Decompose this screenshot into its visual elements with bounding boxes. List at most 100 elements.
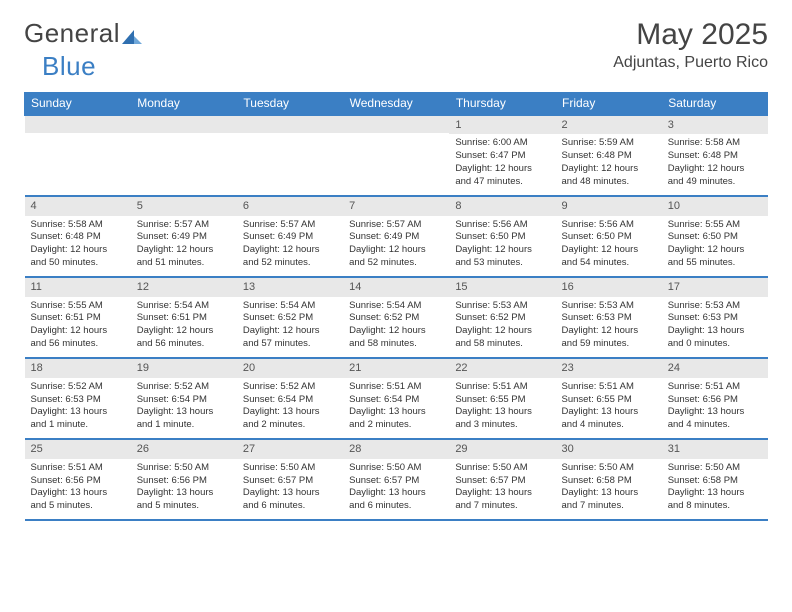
day-number: 24	[662, 359, 768, 378]
day-line: Sunset: 6:54 PM	[243, 394, 337, 407]
day-line: Sunset: 6:55 PM	[562, 394, 656, 407]
day-number: 15	[449, 278, 555, 297]
day-cell	[237, 115, 343, 196]
day-line: Daylight: 13 hours	[243, 487, 337, 500]
day-number: 29	[449, 440, 555, 459]
day-body: Sunrise: 5:53 AMSunset: 6:53 PMDaylight:…	[556, 297, 662, 357]
week-row: 25Sunrise: 5:51 AMSunset: 6:56 PMDayligh…	[25, 439, 769, 520]
day-body: Sunrise: 5:58 AMSunset: 6:48 PMDaylight:…	[25, 216, 131, 276]
day-line: Sunset: 6:58 PM	[562, 475, 656, 488]
day-number: 12	[131, 278, 237, 297]
day-cell: 19Sunrise: 5:52 AMSunset: 6:54 PMDayligh…	[131, 358, 237, 439]
day-body: Sunrise: 5:56 AMSunset: 6:50 PMDaylight:…	[449, 216, 555, 276]
day-line: and 54 minutes.	[562, 257, 656, 270]
day-cell: 11Sunrise: 5:55 AMSunset: 6:51 PMDayligh…	[25, 277, 131, 358]
day-line: Sunset: 6:52 PM	[243, 312, 337, 325]
logo: GeneralBlue	[24, 18, 143, 82]
day-line: Sunset: 6:52 PM	[455, 312, 549, 325]
day-number: 7	[343, 197, 449, 216]
day-body: Sunrise: 5:54 AMSunset: 6:51 PMDaylight:…	[131, 297, 237, 357]
day-line: and 7 minutes.	[562, 500, 656, 513]
day-number: 3	[662, 116, 768, 135]
day-line: Sunrise: 5:57 AM	[243, 219, 337, 232]
day-cell: 28Sunrise: 5:50 AMSunset: 6:57 PMDayligh…	[343, 439, 449, 520]
day-line: and 55 minutes.	[668, 257, 762, 270]
day-body: Sunrise: 5:51 AMSunset: 6:56 PMDaylight:…	[25, 459, 131, 519]
day-number: 11	[25, 278, 131, 297]
day-cell: 18Sunrise: 5:52 AMSunset: 6:53 PMDayligh…	[25, 358, 131, 439]
day-number: 23	[556, 359, 662, 378]
day-line: Sunrise: 5:58 AM	[31, 219, 125, 232]
day-line: Sunrise: 5:50 AM	[243, 462, 337, 475]
day-header: Monday	[131, 92, 237, 115]
day-line: Sunset: 6:51 PM	[31, 312, 125, 325]
week-row: 4Sunrise: 5:58 AMSunset: 6:48 PMDaylight…	[25, 196, 769, 277]
day-line: Sunset: 6:48 PM	[562, 150, 656, 163]
day-body: Sunrise: 5:53 AMSunset: 6:53 PMDaylight:…	[662, 297, 768, 357]
day-line: Sunset: 6:50 PM	[455, 231, 549, 244]
day-cell: 24Sunrise: 5:51 AMSunset: 6:56 PMDayligh…	[662, 358, 768, 439]
day-line: Sunset: 6:49 PM	[243, 231, 337, 244]
day-number: 4	[25, 197, 131, 216]
day-header-row: SundayMondayTuesdayWednesdayThursdayFrid…	[25, 92, 769, 115]
day-line: Daylight: 13 hours	[668, 487, 762, 500]
day-cell: 26Sunrise: 5:50 AMSunset: 6:56 PMDayligh…	[131, 439, 237, 520]
day-cell: 4Sunrise: 5:58 AMSunset: 6:48 PMDaylight…	[25, 196, 131, 277]
day-cell: 3Sunrise: 5:58 AMSunset: 6:48 PMDaylight…	[662, 115, 768, 196]
day-line: Sunset: 6:50 PM	[668, 231, 762, 244]
day-body: Sunrise: 5:50 AMSunset: 6:57 PMDaylight:…	[449, 459, 555, 519]
day-line: Sunrise: 5:58 AM	[668, 137, 762, 150]
day-cell: 21Sunrise: 5:51 AMSunset: 6:54 PMDayligh…	[343, 358, 449, 439]
day-body: Sunrise: 5:56 AMSunset: 6:50 PMDaylight:…	[556, 216, 662, 276]
day-body: Sunrise: 5:51 AMSunset: 6:54 PMDaylight:…	[343, 378, 449, 438]
day-line: and 51 minutes.	[137, 257, 231, 270]
day-line: and 6 minutes.	[349, 500, 443, 513]
day-line: and 8 minutes.	[668, 500, 762, 513]
calendar-table: SundayMondayTuesdayWednesdayThursdayFrid…	[24, 92, 768, 521]
day-body: Sunrise: 5:52 AMSunset: 6:53 PMDaylight:…	[25, 378, 131, 438]
day-line: Sunrise: 5:56 AM	[562, 219, 656, 232]
day-line: Sunrise: 5:50 AM	[562, 462, 656, 475]
location-label: Adjuntas, Puerto Rico	[613, 54, 768, 72]
day-line: and 5 minutes.	[31, 500, 125, 513]
day-cell: 20Sunrise: 5:52 AMSunset: 6:54 PMDayligh…	[237, 358, 343, 439]
day-line: and 5 minutes.	[137, 500, 231, 513]
day-line: and 56 minutes.	[137, 338, 231, 351]
day-line: Sunrise: 5:55 AM	[668, 219, 762, 232]
day-line: Sunset: 6:56 PM	[137, 475, 231, 488]
day-line: Sunset: 6:47 PM	[455, 150, 549, 163]
day-line: Daylight: 13 hours	[137, 406, 231, 419]
day-number: 26	[131, 440, 237, 459]
day-line: Daylight: 13 hours	[455, 487, 549, 500]
day-line: Daylight: 12 hours	[31, 244, 125, 257]
day-line: Sunset: 6:53 PM	[668, 312, 762, 325]
day-number: 1	[449, 116, 555, 135]
logo-text: GeneralBlue	[24, 18, 143, 82]
day-line: and 0 minutes.	[668, 338, 762, 351]
day-line: Sunrise: 5:51 AM	[349, 381, 443, 394]
logo-text-general: General	[24, 18, 120, 48]
day-line: Sunset: 6:54 PM	[137, 394, 231, 407]
day-line: Daylight: 13 hours	[562, 487, 656, 500]
day-line: and 1 minute.	[137, 419, 231, 432]
logo-sail-icon	[122, 20, 142, 51]
day-line: and 49 minutes.	[668, 176, 762, 189]
day-line: and 47 minutes.	[455, 176, 549, 189]
day-line: Sunrise: 5:51 AM	[455, 381, 549, 394]
day-line: Sunset: 6:57 PM	[243, 475, 337, 488]
day-line: and 2 minutes.	[349, 419, 443, 432]
day-line: and 59 minutes.	[562, 338, 656, 351]
day-line: and 58 minutes.	[455, 338, 549, 351]
day-line: Sunset: 6:49 PM	[349, 231, 443, 244]
day-header: Tuesday	[237, 92, 343, 115]
day-number: 18	[25, 359, 131, 378]
day-line: Sunset: 6:48 PM	[31, 231, 125, 244]
day-line: Daylight: 12 hours	[349, 325, 443, 338]
day-line: Daylight: 13 hours	[668, 406, 762, 419]
day-number: 21	[343, 359, 449, 378]
day-body	[25, 133, 131, 142]
day-line: Daylight: 13 hours	[137, 487, 231, 500]
day-line: Daylight: 12 hours	[455, 244, 549, 257]
day-line: Sunrise: 5:59 AM	[562, 137, 656, 150]
day-line: Daylight: 12 hours	[31, 325, 125, 338]
